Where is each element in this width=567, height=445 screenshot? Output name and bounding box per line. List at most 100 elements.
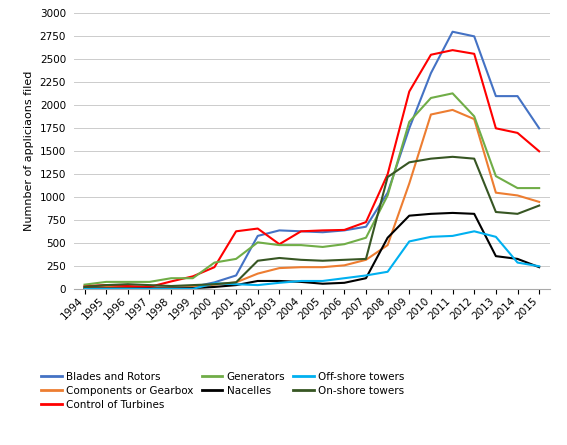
Off-shore towers [298, 278, 304, 283]
Control of Turbines [514, 130, 521, 136]
On-shore towers [124, 282, 131, 287]
Components or Gearbox [211, 282, 218, 287]
On-shore towers [211, 282, 218, 287]
Generators [384, 193, 391, 198]
Control of Turbines [255, 226, 261, 231]
Control of Turbines [471, 51, 477, 57]
Control of Turbines [449, 48, 456, 53]
Nacelles [255, 278, 261, 283]
Components or Gearbox [536, 199, 543, 205]
On-shore towers [536, 203, 543, 208]
Nacelles [189, 286, 196, 291]
Line: On-shore towers: On-shore towers [84, 157, 539, 287]
On-shore towers [514, 211, 521, 217]
On-shore towers [428, 156, 434, 162]
Off-shore towers [406, 239, 413, 244]
On-shore towers [298, 257, 304, 263]
Blades and Rotors [232, 273, 239, 278]
Control of Turbines [211, 264, 218, 270]
On-shore towers [384, 174, 391, 180]
Blades and Rotors [471, 34, 477, 39]
Blades and Rotors [406, 125, 413, 131]
Line: Nacelles: Nacelles [84, 213, 539, 288]
Line: Blades and Rotors: Blades and Rotors [84, 32, 539, 287]
Off-shore towers [124, 286, 131, 291]
Off-shore towers [276, 280, 283, 286]
Off-shore towers [189, 286, 196, 291]
Nacelles [298, 279, 304, 284]
Control of Turbines [493, 125, 500, 131]
Components or Gearbox [362, 257, 369, 263]
Off-shore towers [255, 283, 261, 288]
Control of Turbines [124, 283, 131, 289]
Components or Gearbox [493, 190, 500, 195]
Generators [493, 174, 500, 179]
Generators [319, 244, 326, 250]
Blades and Rotors [255, 233, 261, 239]
Generators [124, 279, 131, 284]
Off-shore towers [81, 286, 88, 291]
Components or Gearbox [168, 285, 175, 291]
Blades and Rotors [362, 224, 369, 229]
Off-shore towers [211, 281, 218, 286]
Generators [406, 119, 413, 125]
Components or Gearbox [124, 285, 131, 290]
Nacelles [493, 254, 500, 259]
Line: Control of Turbines: Control of Turbines [84, 50, 539, 287]
Generators [536, 186, 543, 191]
Nacelles [406, 213, 413, 218]
Blades and Rotors [146, 285, 153, 290]
Generators [232, 256, 239, 262]
Off-shore towers [428, 234, 434, 239]
Control of Turbines [298, 229, 304, 234]
Blades and Rotors [189, 284, 196, 290]
Nacelles [449, 210, 456, 215]
On-shore towers [319, 258, 326, 263]
Blades and Rotors [103, 283, 109, 289]
Off-shore towers [514, 260, 521, 265]
Components or Gearbox [81, 285, 88, 291]
Off-shore towers [146, 286, 153, 291]
On-shore towers [232, 279, 239, 285]
Control of Turbines [276, 242, 283, 247]
Off-shore towers [384, 269, 391, 275]
On-shore towers [276, 255, 283, 261]
On-shore towers [146, 283, 153, 288]
Nacelles [319, 281, 326, 287]
On-shore towers [81, 284, 88, 290]
Control of Turbines [81, 283, 88, 289]
Off-shore towers [232, 282, 239, 287]
Components or Gearbox [146, 285, 153, 291]
Blades and Rotors [428, 70, 434, 76]
Nacelles [536, 264, 543, 270]
Legend: Blades and Rotors, Components or Gearbox, Control of Turbines, Generators, Nacel: Blades and Rotors, Components or Gearbox… [41, 372, 405, 410]
Control of Turbines [362, 219, 369, 225]
Line: Generators: Generators [84, 93, 539, 285]
Control of Turbines [146, 284, 153, 290]
Off-shore towers [319, 278, 326, 283]
Off-shore towers [449, 233, 456, 239]
On-shore towers [449, 154, 456, 159]
Nacelles [124, 286, 131, 291]
Y-axis label: Numnber of appliciaons filed: Numnber of appliciaons filed [24, 71, 34, 231]
Generators [255, 240, 261, 245]
Blades and Rotors [493, 93, 500, 99]
On-shore towers [493, 209, 500, 214]
Control of Turbines [536, 149, 543, 154]
Components or Gearbox [428, 112, 434, 117]
Control of Turbines [406, 89, 413, 94]
Off-shore towers [168, 286, 175, 291]
On-shore towers [168, 283, 175, 289]
Control of Turbines [232, 229, 239, 234]
Generators [189, 275, 196, 281]
Nacelles [428, 211, 434, 217]
Nacelles [81, 286, 88, 291]
Off-shore towers [471, 229, 477, 234]
Blades and Rotors [211, 279, 218, 285]
Generators [298, 243, 304, 248]
Components or Gearbox [471, 117, 477, 122]
Components or Gearbox [449, 107, 456, 113]
Blades and Rotors [276, 228, 283, 233]
On-shore towers [406, 160, 413, 165]
Control of Turbines [319, 228, 326, 233]
